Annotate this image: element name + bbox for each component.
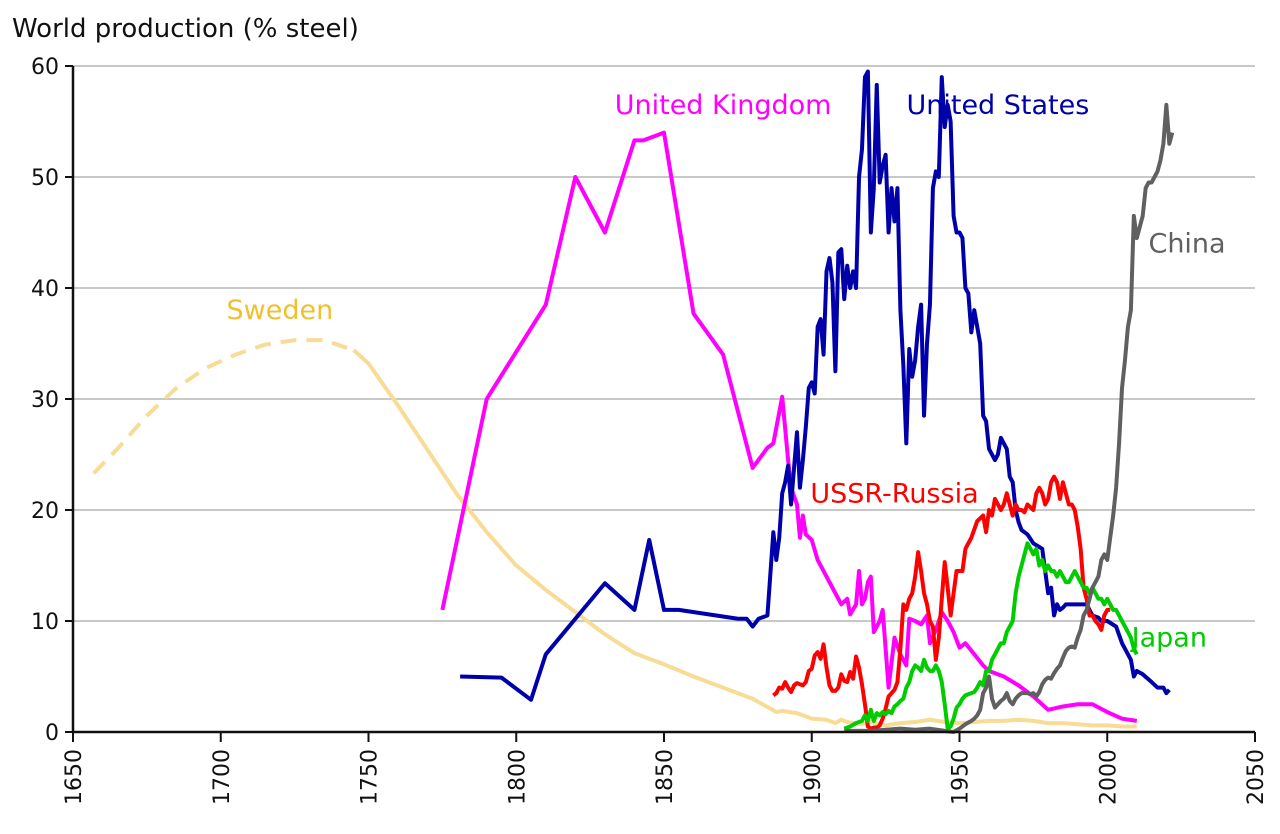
x-tick-label-1700: 1700 — [210, 749, 235, 805]
y-tick-label-40: 40 — [31, 277, 59, 302]
x-tick-label-2050: 2050 — [1244, 749, 1269, 805]
series-label-sweden: Sweden — [226, 295, 333, 326]
series-line-sweden-estimated — [92, 338, 355, 475]
y-tick-label-0: 0 — [45, 721, 59, 746]
series-label-japan: Japan — [1130, 623, 1207, 654]
y-tick-label-10: 10 — [31, 610, 59, 635]
x-tick-label-1950: 1950 — [949, 749, 974, 805]
series-labels: Sweden United Kingdom United States USSR-Ru… — [226, 90, 1225, 654]
axes: 0 10 20 30 40 50 60 1650 1700 1750 1800 1850 1900 195… — [31, 55, 1269, 805]
series-line-united-kingdom — [440, 130, 1138, 723]
y-tick-label-60: 60 — [31, 55, 59, 80]
x-tick-label-1800: 1800 — [505, 749, 530, 805]
series-line-china — [844, 102, 1175, 734]
series-label-united-states: United States — [906, 90, 1089, 121]
x-tick-label-1900: 1900 — [801, 749, 826, 805]
series-label-united-kingdom: United Kingdom — [615, 90, 832, 121]
series-line-united-states — [460, 69, 1171, 702]
gridlines — [73, 65, 1255, 622]
x-tick-label-1750: 1750 — [358, 749, 383, 805]
x-tick-label-1650: 1650 — [62, 749, 87, 805]
y-tick-label-20: 20 — [31, 499, 59, 524]
y-axis-label: World production (% steel) — [12, 14, 359, 44]
x-tick-label-1850: 1850 — [653, 749, 678, 805]
series-label-china: China — [1148, 229, 1225, 260]
y-tick-label-30: 30 — [31, 388, 59, 413]
y-tick-label-50: 50 — [31, 166, 59, 191]
series-line-sweden — [352, 348, 1137, 729]
series-line-ussr-russia — [772, 474, 1111, 731]
series-label-ussr-russia: USSR-Russia — [810, 478, 978, 509]
x-tick-label-2000: 2000 — [1096, 749, 1121, 805]
series-lines — [92, 69, 1175, 734]
